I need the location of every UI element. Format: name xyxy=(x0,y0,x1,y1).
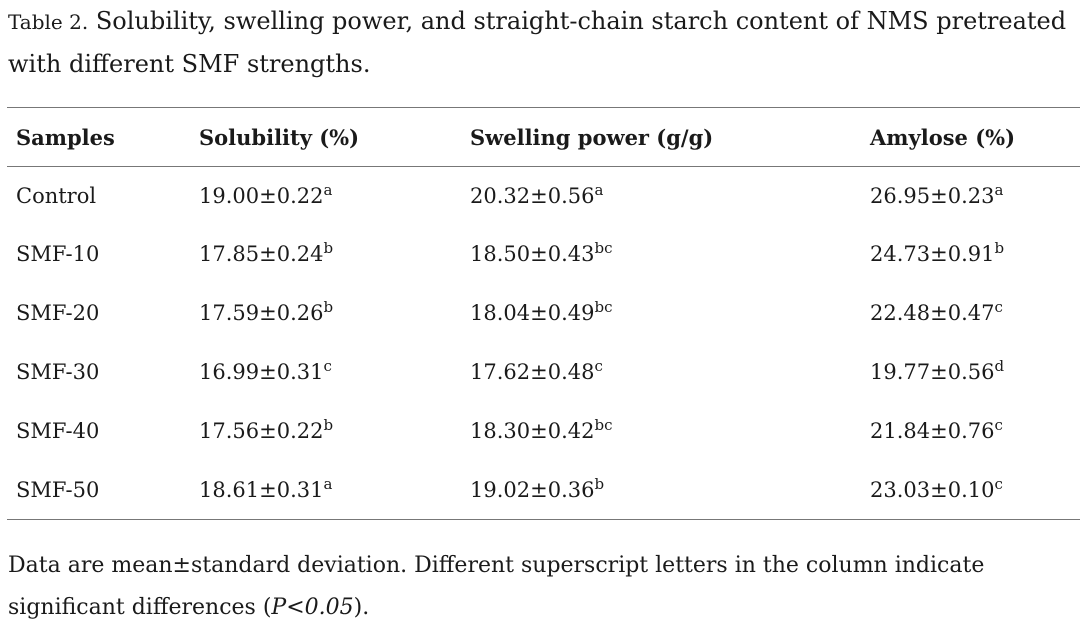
cell-swelling: 19.02±0.36b xyxy=(470,474,605,502)
cell-solubility: 19.00±0.22a xyxy=(199,180,333,208)
cell-solubility: 17.59±0.26b xyxy=(199,298,334,326)
cell-amylose: 26.95±0.23a xyxy=(870,180,1004,208)
cell-solubility: 16.99±0.31c xyxy=(199,357,332,385)
cell-swelling: 18.50±0.43bc xyxy=(470,239,613,267)
cell-swelling: 17.62±0.48c xyxy=(470,357,603,385)
cell-sample: SMF-20 xyxy=(16,301,100,325)
data-table: Samples Solubility (%) Swelling power (g… xyxy=(7,107,1080,520)
table-row: SMF-50 18.61±0.31a 19.02±0.36b 23.03±0.1… xyxy=(7,461,1080,520)
header-solubility: Solubility (%) xyxy=(199,124,360,150)
cell-sample: Control xyxy=(16,183,97,208)
header-samples: Samples xyxy=(16,124,115,150)
cell-solubility: 17.56±0.22b xyxy=(199,416,334,444)
header-amylose: Amylose (%) xyxy=(870,124,1016,150)
table-row: Control 19.00±0.22a 20.32±0.56a 26.95±0.… xyxy=(7,167,1080,225)
table-row: SMF-40 17.56±0.22b 18.30±0.42bc 21.84±0.… xyxy=(7,402,1080,461)
cell-amylose: 24.73±0.91b xyxy=(870,239,1005,267)
footnote-close: ). xyxy=(353,595,370,620)
cell-sample: SMF-30 xyxy=(16,360,100,384)
cell-solubility: 18.61±0.31a xyxy=(199,474,333,502)
cell-amylose: 23.03±0.10c xyxy=(870,474,1003,502)
header-swelling-power: Swelling power (g/g) xyxy=(470,124,714,150)
cell-swelling: 20.32±0.56a xyxy=(470,180,604,208)
table-row: SMF-20 17.59±0.26b 18.04±0.49bc 22.48±0.… xyxy=(7,284,1080,343)
cell-swelling: 18.04±0.49bc xyxy=(470,298,613,326)
header-row: Samples Solubility (%) Swelling power (g… xyxy=(7,107,1080,167)
cell-swelling: 18.30±0.42bc xyxy=(470,416,613,444)
cell-amylose: 22.48±0.47c xyxy=(870,298,1003,326)
cell-amylose: 21.84±0.76c xyxy=(870,416,1003,444)
cell-sample: SMF-40 xyxy=(16,419,100,443)
table-row: SMF-30 16.99±0.31c 17.62±0.48c 19.77±0.5… xyxy=(7,343,1080,402)
table-footnote: Data are mean±standard deviation. Differ… xyxy=(8,545,1068,629)
cell-sample: SMF-50 xyxy=(16,477,100,502)
cell-solubility: 17.85±0.24b xyxy=(199,239,334,267)
footnote-p-value: P<0.05 xyxy=(271,595,354,620)
table-caption: Table 2. Solubility, swelling power, and… xyxy=(8,0,1068,85)
caption-text: Solubility, swelling power, and straight… xyxy=(8,7,1067,78)
table-row: SMF-10 17.85±0.24b 18.50±0.43bc 24.73±0.… xyxy=(7,225,1080,284)
cell-amylose: 19.77±0.56d xyxy=(870,357,1005,385)
footnote-text: Data are mean±standard deviation. Differ… xyxy=(8,553,985,620)
cell-sample: SMF-10 xyxy=(16,242,100,266)
caption-label: Table 2. xyxy=(8,10,89,34)
